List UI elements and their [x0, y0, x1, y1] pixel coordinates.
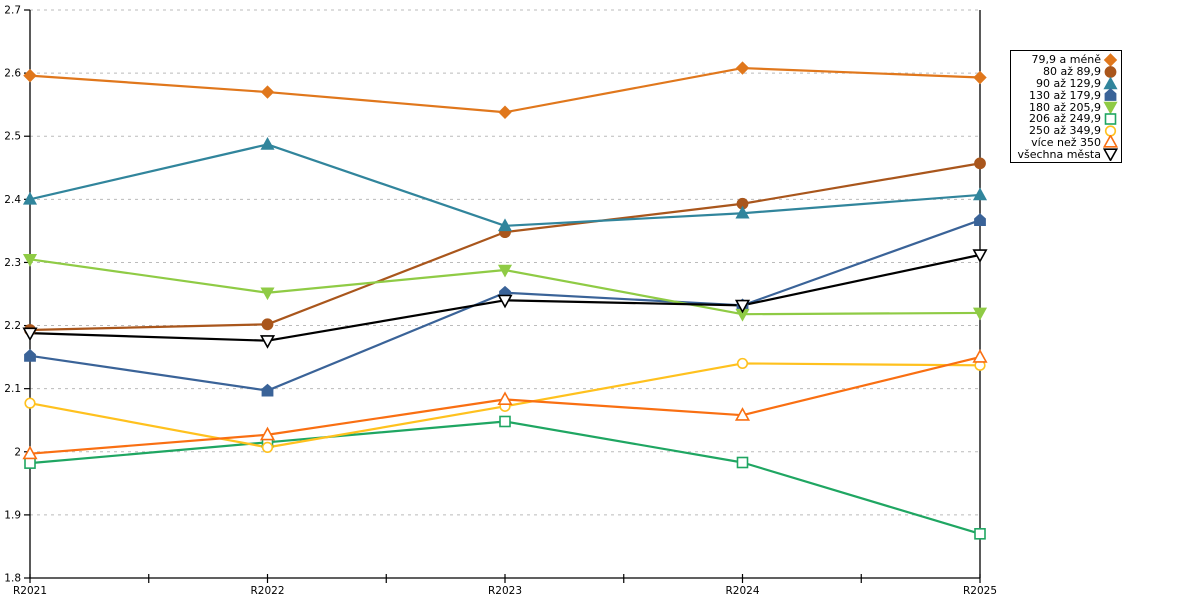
- series-8-marker: [972, 249, 988, 263]
- legend-marker-shape: [1104, 88, 1117, 102]
- legend-marker-shape: [1103, 76, 1118, 89]
- series-7-marker: [22, 445, 38, 460]
- legend-label: 80 až 89,9: [1043, 65, 1101, 79]
- y-tick-label: 2.7: [4, 5, 21, 17]
- x-tick-label: R2024: [725, 585, 759, 597]
- x-tick-label: R2023: [488, 585, 522, 597]
- legend-triangle-down-icon: [1103, 148, 1118, 162]
- legend-triangle-up-icon: [1103, 135, 1118, 149]
- legend-item: 79,9 a méně: [1014, 53, 1118, 67]
- series-4-marker: [260, 287, 275, 301]
- series-2-marker: [735, 205, 750, 219]
- legend-marker-shape: [1104, 125, 1117, 137]
- legend-marker-shape: [1104, 113, 1117, 125]
- series-8-marker: [734, 299, 751, 314]
- legend-item: 206 až 249,9: [1014, 113, 1118, 125]
- series-1-marker: [974, 157, 986, 170]
- legend-label: 206 až 249,9: [1029, 112, 1101, 126]
- series-1-marker: [261, 318, 274, 331]
- series-0-marker: [735, 61, 750, 75]
- legend-diamond-icon: [1103, 53, 1118, 67]
- series-2-marker: [497, 218, 513, 232]
- legend-item: 90 až 129,9: [1014, 76, 1118, 90]
- x-tick-label: R2025: [963, 585, 997, 597]
- series-line-2: [29, 143, 981, 227]
- series-line-5: [29, 420, 981, 535]
- y-tick-label: 1.8: [4, 573, 21, 585]
- legend-label: více než 350: [1031, 135, 1101, 149]
- legend-marker-shape: [1103, 53, 1118, 67]
- y-tick-label: 2.2: [4, 320, 21, 332]
- series-2-marker: [972, 187, 988, 201]
- series-0-marker: [23, 68, 37, 83]
- series-8-marker: [497, 294, 513, 309]
- series-7-marker: [972, 349, 988, 363]
- legend-item: 180 až 205,9: [1014, 100, 1118, 115]
- legend-marker-shape: [1104, 65, 1117, 78]
- series-6-marker: [736, 357, 749, 370]
- series-2-marker: [260, 136, 275, 150]
- legend-pentagon-icon: [1104, 88, 1117, 102]
- legend-item: všechna města: [1014, 147, 1118, 162]
- legend-item: 80 až 89,9: [1014, 65, 1118, 79]
- series-7-marker: [497, 391, 513, 405]
- legend-marker-shape: [1103, 135, 1118, 149]
- series-7-marker: [259, 426, 276, 441]
- legend-label: 250 až 349,9: [1029, 124, 1101, 138]
- legend-marker-shape: [1103, 101, 1118, 115]
- series-5-marker: [499, 415, 511, 428]
- series-8-marker: [259, 335, 276, 349]
- legend-label: 180 až 205,9: [1029, 100, 1101, 114]
- series-5-marker: [24, 457, 36, 469]
- legend-label: 90 až 129,9: [1036, 76, 1101, 90]
- series-6-marker: [261, 441, 274, 453]
- series-3-marker: [24, 348, 36, 362]
- series-0-marker: [498, 105, 512, 119]
- series-3-marker: [261, 383, 274, 397]
- y-tick-label: 2.1: [4, 383, 21, 395]
- series-5-marker: [974, 528, 986, 540]
- series-0-marker: [260, 85, 275, 99]
- series-7-marker: [734, 407, 751, 421]
- legend-label: 79,9 a méně: [1031, 53, 1101, 67]
- series-3-marker: [974, 213, 986, 227]
- series-4-marker: [972, 307, 988, 321]
- y-tick-label: 2: [14, 446, 21, 458]
- y-tick-label: 2.6: [4, 68, 21, 80]
- legend-item: více než 350: [1014, 135, 1118, 149]
- y-tick-label: 2.3: [4, 257, 21, 269]
- legend-label: 130 až 179,9: [1029, 88, 1101, 102]
- y-tick-label: 1.9: [4, 509, 21, 521]
- legend-triangle-down-icon: [1103, 101, 1118, 115]
- legend-triangle-up-icon: [1103, 76, 1118, 89]
- x-tick-label: R2022: [250, 585, 284, 597]
- legend-marker-shape: [1103, 148, 1118, 162]
- series-4-marker: [22, 253, 38, 267]
- series-8-marker: [22, 327, 38, 342]
- y-tick-label: 2.4: [4, 194, 21, 206]
- series-5-marker: [736, 456, 749, 469]
- legend-label: všechna města: [1017, 147, 1101, 161]
- series-6-marker: [24, 397, 36, 409]
- series-2-marker: [22, 191, 38, 205]
- y-tick-label: 2.5: [4, 131, 21, 143]
- chart-legend: 79,9 a méně 80 až 89,9 90 až 129,9 130 až 1…: [1010, 50, 1122, 164]
- legend-item: 130 až 179,9: [1014, 88, 1118, 102]
- series-4-marker: [497, 264, 513, 278]
- series-0-marker: [973, 70, 987, 85]
- legend-square-icon: [1104, 113, 1117, 125]
- x-tick-label: R2021: [13, 585, 47, 597]
